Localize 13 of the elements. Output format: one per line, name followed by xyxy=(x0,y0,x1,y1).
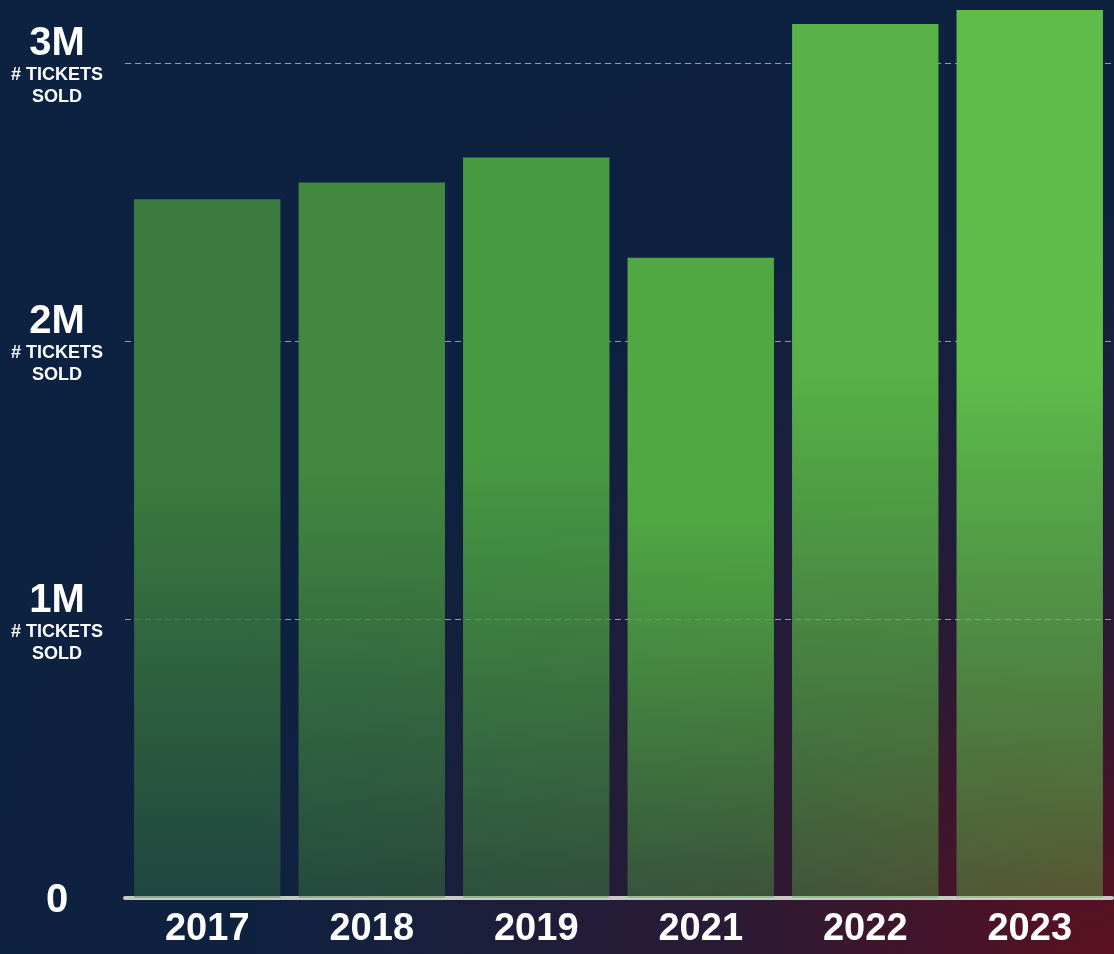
y-tick-label: 0 xyxy=(45,876,69,920)
y-tick-label: 1M xyxy=(29,575,85,620)
x-tick-label: 2023 xyxy=(987,906,1073,948)
text: # TICKETS SOLD xyxy=(10,63,104,106)
y-tick-label: 2M xyxy=(29,297,85,342)
x-tick-label: 2017 xyxy=(164,906,250,948)
x-tick-label: 2019 xyxy=(493,906,579,948)
x-tick-label: 2022 xyxy=(822,906,908,948)
x-tick-label: 2021 xyxy=(658,906,744,948)
y-axis-title: # TICKETS SOLD xyxy=(10,620,104,663)
y-tick-label: 3M xyxy=(29,18,85,63)
x-tick-label: 2018 xyxy=(329,906,415,948)
text: # TICKETS SOLD xyxy=(10,342,104,385)
